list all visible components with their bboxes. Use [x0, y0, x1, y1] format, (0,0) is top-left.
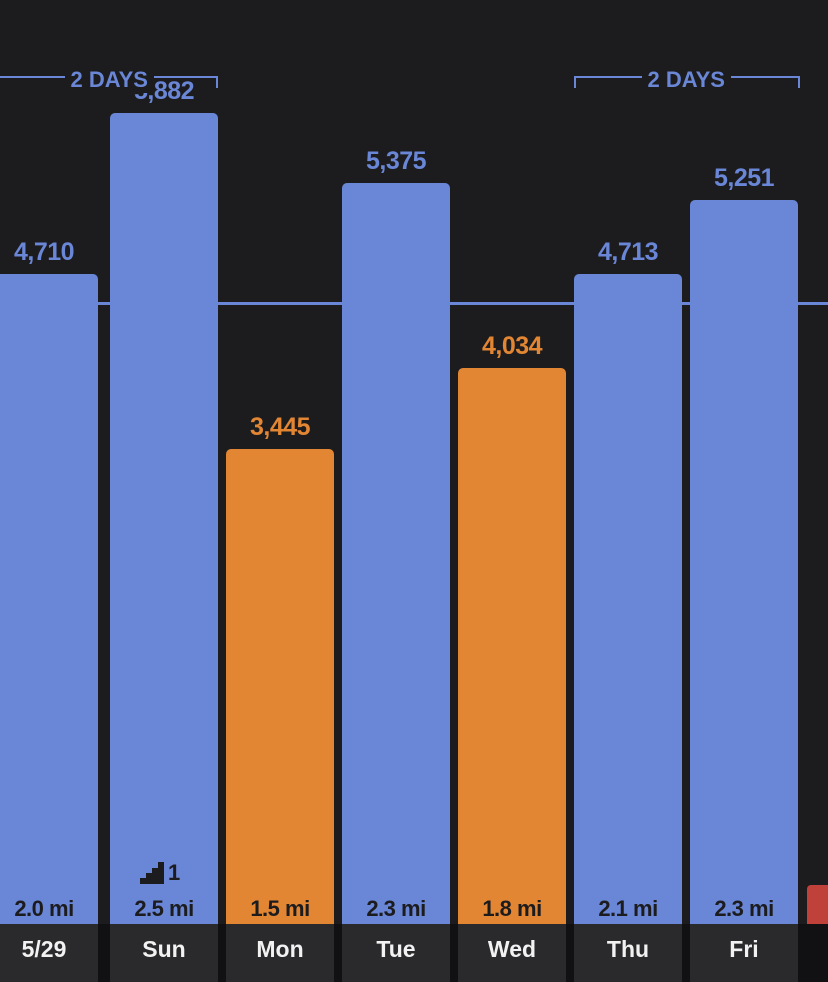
streak-label: 2 DAYS: [64, 67, 154, 93]
bar-5-29[interactable]: [0, 274, 98, 924]
stairs-badge: 1: [140, 860, 180, 886]
bar-Tue[interactable]: [342, 182, 450, 924]
value-label: 4,034: [481, 331, 543, 360]
day-label: Wed: [487, 936, 537, 962]
stairs-icon: [140, 862, 164, 884]
value-label: 5,251: [713, 163, 775, 192]
stairs-count: 1: [168, 860, 181, 885]
bar-Mon[interactable]: [226, 448, 334, 924]
day-cell: [0, 924, 98, 982]
distance-label: 2.0 mi: [14, 896, 74, 921]
day-cell: [110, 924, 218, 982]
day-cell: [226, 924, 334, 982]
value-label: 4,710: [13, 238, 75, 267]
day-label: Sun: [142, 936, 186, 962]
distance-label: 1.5 mi: [250, 896, 310, 921]
partial-bar-next-day: [807, 885, 828, 924]
bar-Sun[interactable]: [110, 112, 218, 924]
value-label: 3,445: [249, 412, 311, 441]
value-label: 5,375: [365, 146, 427, 175]
distance-label: 1.8 mi: [482, 896, 542, 921]
day-label: Thu: [606, 936, 650, 962]
bar-Wed[interactable]: [458, 367, 566, 924]
day-label: Tue: [376, 936, 416, 962]
bar-Thu[interactable]: [574, 274, 682, 924]
distance-label: 2.3 mi: [366, 896, 426, 921]
value-label: 4,713: [597, 238, 659, 267]
distance-label: 2.3 mi: [714, 896, 774, 921]
day-label: 5/29: [21, 936, 67, 962]
day-cell: [690, 924, 798, 982]
bar-Fri[interactable]: [690, 199, 798, 924]
day-label: Mon: [256, 936, 304, 962]
distance-label: 2.5 mi: [134, 896, 194, 921]
day-cell: [574, 924, 682, 982]
day-label: Fri: [729, 936, 759, 962]
day-cell: [458, 924, 566, 982]
streak-label: 2 DAYS: [641, 67, 731, 93]
distance-label: 2.1 mi: [598, 896, 658, 921]
day-cell: [342, 924, 450, 982]
